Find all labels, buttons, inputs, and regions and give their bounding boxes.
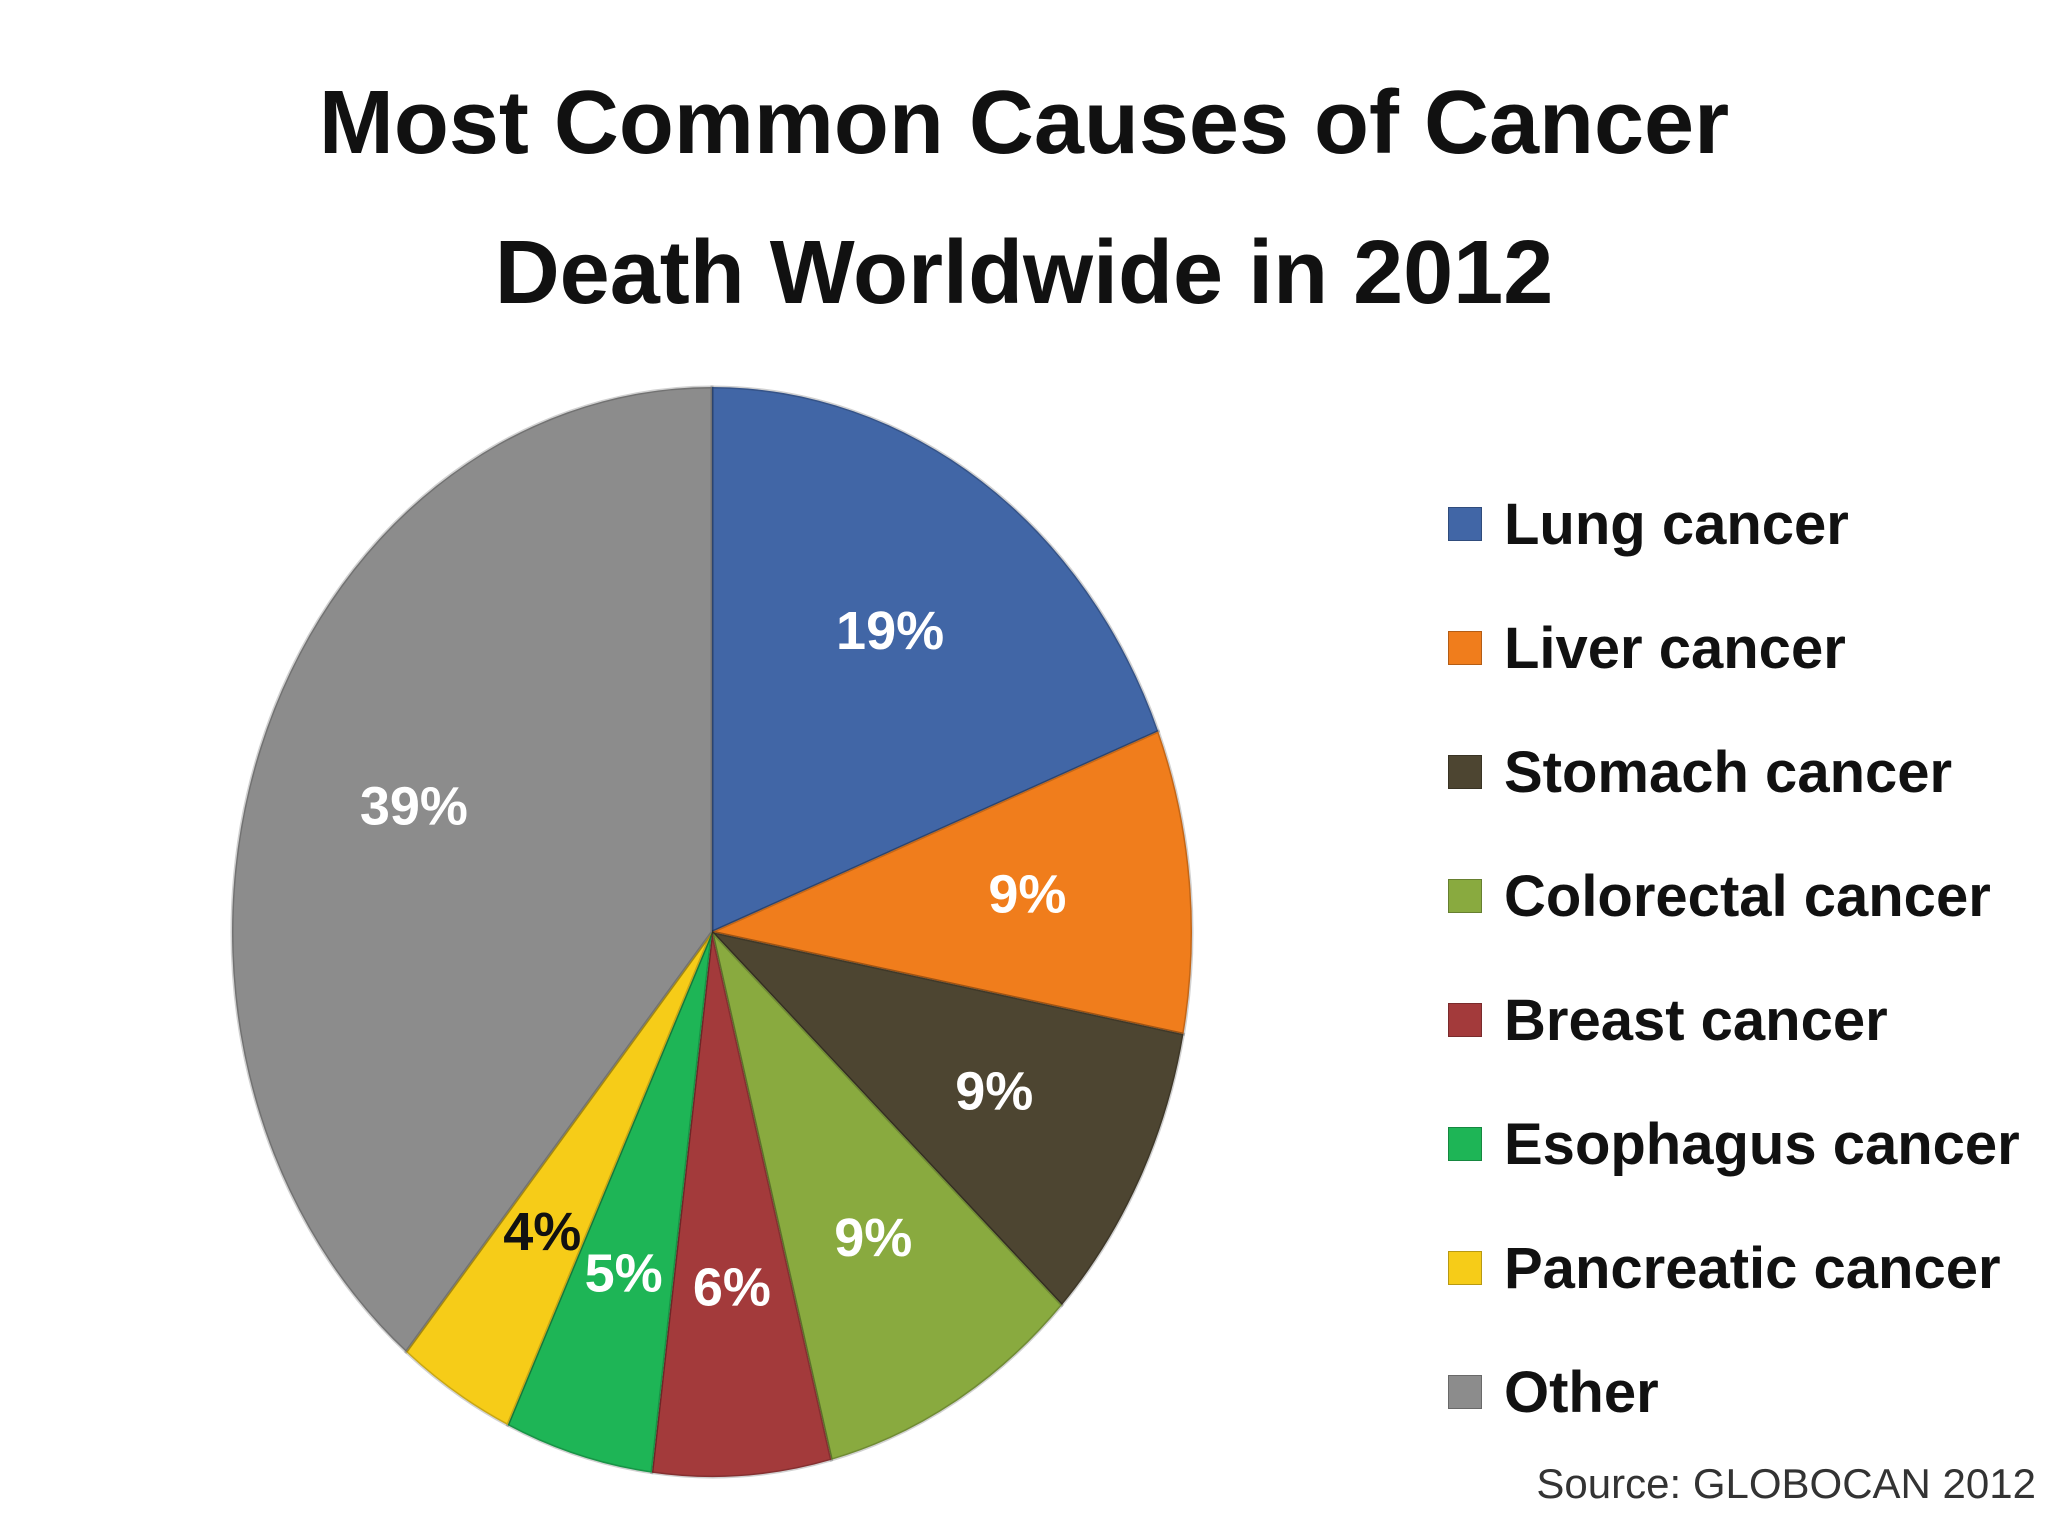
pie-slice-pancreatic-cancer bbox=[404, 931, 714, 1428]
pie-slice-lung-cancer bbox=[710, 385, 1161, 935]
legend-item-breast-cancer: Breast cancer bbox=[1448, 958, 2020, 1082]
legend-item-colorectal-cancer: Colorectal cancer bbox=[1448, 834, 2020, 958]
slice-label-stomach-cancer: 9% bbox=[955, 1062, 1033, 1122]
pie-slice-labels: 19% 9% 9% 9% 6% 5%4% 39% bbox=[360, 601, 1067, 1318]
legend-swatch-breast-cancer bbox=[1448, 1003, 1482, 1037]
slice-label-esophagus-cancer: 5% bbox=[585, 1244, 663, 1304]
source-note: Source: GLOBOCAN 2012 bbox=[1536, 1460, 2036, 1507]
legend-label-stomach-cancer: Stomach cancer bbox=[1504, 739, 1953, 805]
legend-item-pancreatic-cancer: Pancreatic cancer bbox=[1448, 1206, 2020, 1330]
legend-label-other: Other bbox=[1504, 1359, 1659, 1425]
legend-label-pancreatic-cancer: Pancreatic cancer bbox=[1504, 1235, 2001, 1301]
pie-slice-colorectal-cancer bbox=[709, 926, 1064, 1462]
chart-title: Most Common Causes of Cancer Death World… bbox=[0, 48, 2048, 348]
legend-item-other: Other bbox=[1448, 1330, 2020, 1454]
legend-item-lung-cancer: Lung cancer bbox=[1448, 462, 2020, 586]
legend-label-lung-cancer: Lung cancer bbox=[1504, 491, 1849, 557]
pie-slice-other bbox=[230, 385, 714, 1355]
legend-swatch-lung-cancer bbox=[1448, 507, 1482, 541]
legend-swatch-other bbox=[1448, 1375, 1482, 1409]
legend-label-liver-cancer: Liver cancer bbox=[1504, 615, 1846, 681]
slice-label-liver-cancer: 9% bbox=[988, 864, 1066, 924]
pie-slice-liver-cancer bbox=[707, 729, 1194, 1036]
slice-label-lung-cancer: 19% bbox=[836, 601, 944, 661]
legend-label-colorectal-cancer: Colorectal cancer bbox=[1504, 863, 1991, 929]
legend-item-liver-cancer: Liver cancer bbox=[1448, 586, 2020, 710]
legend-swatch-colorectal-cancer bbox=[1448, 879, 1482, 913]
legend-label-esophagus-cancer: Esophagus cancer bbox=[1504, 1111, 2020, 1177]
legend-label-breast-cancer: Breast cancer bbox=[1504, 987, 1888, 1053]
pie-slice-breast-cancer bbox=[650, 931, 834, 1479]
slice-label-breast-cancer: 6% bbox=[693, 1257, 771, 1317]
chart-title-line-2: Death Worldwide in 2012 bbox=[494, 223, 1554, 323]
legend-item-stomach-cancer: Stomach cancer bbox=[1448, 710, 2020, 834]
legend: Lung cancer Liver cancer Stomach cancer Col… bbox=[1448, 462, 2020, 1454]
legend-item-esophagus-cancer: Esophagus cancer bbox=[1448, 1082, 2020, 1206]
pie-slice-esophagus-cancer bbox=[505, 931, 714, 1475]
slice-label-pancreatic-cancer: 4% bbox=[503, 1202, 581, 1262]
slice-label-colorectal-cancer: 9% bbox=[834, 1208, 912, 1268]
pie-slices bbox=[230, 385, 1194, 1479]
legend-swatch-stomach-cancer bbox=[1448, 755, 1482, 789]
chart-title-line-1: Most Common Causes of Cancer bbox=[318, 73, 1730, 173]
legend-swatch-liver-cancer bbox=[1448, 631, 1482, 665]
pie-slice-stomach-cancer bbox=[707, 929, 1186, 1308]
legend-swatch-esophagus-cancer bbox=[1448, 1127, 1482, 1161]
slice-label-other: 39% bbox=[360, 776, 468, 836]
legend-swatch-pancreatic-cancer bbox=[1448, 1251, 1482, 1285]
